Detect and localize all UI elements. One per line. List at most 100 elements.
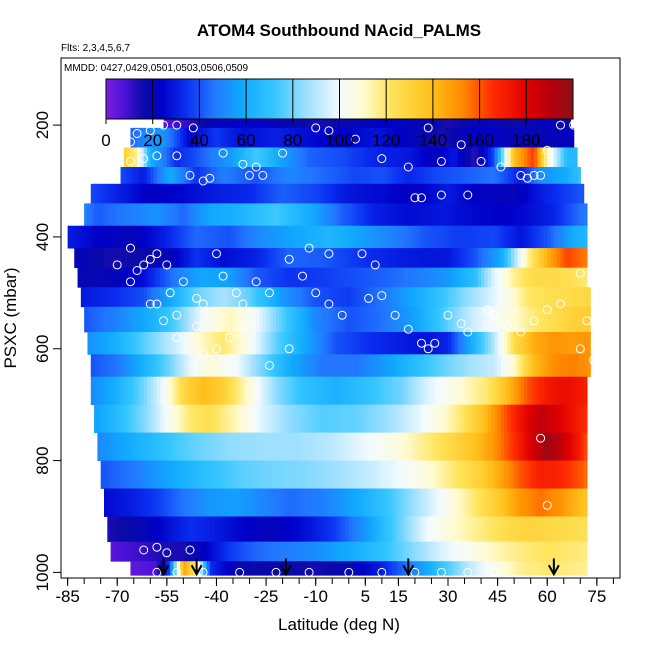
heatmap-cell bbox=[328, 404, 333, 434]
x-tick-label-5: -10 bbox=[303, 587, 328, 606]
heatmap-cell bbox=[107, 432, 112, 461]
heatmap-cell bbox=[302, 183, 307, 204]
heatmap-cell bbox=[170, 561, 175, 576]
heatmap-cell bbox=[140, 432, 145, 461]
heatmap-cell bbox=[127, 167, 132, 185]
heatmap-cell bbox=[259, 488, 264, 517]
heatmap-cell bbox=[276, 127, 280, 148]
heatmap-cell bbox=[110, 541, 115, 562]
heatmap-cell bbox=[279, 267, 284, 288]
heatmap-cell bbox=[309, 225, 313, 249]
colorbar-ticks: 0 20 40 60 80 100 120 140 160 180 bbox=[101, 79, 540, 150]
heatmap-cell bbox=[203, 225, 208, 249]
heatmap-cell bbox=[563, 225, 568, 249]
heatmap-cell bbox=[319, 167, 323, 185]
heatmap-cell bbox=[269, 516, 274, 543]
heatmap-cell bbox=[113, 460, 118, 489]
heatmap-cell bbox=[457, 127, 462, 148]
heatmap-cell bbox=[461, 267, 466, 288]
heatmap-cell bbox=[497, 488, 502, 517]
heatmap-cell bbox=[464, 460, 469, 489]
heatmap-cell bbox=[434, 460, 439, 489]
heatmap-cell bbox=[305, 516, 310, 543]
heatmap-cell bbox=[226, 167, 231, 185]
heatmap-cell bbox=[170, 225, 175, 249]
heatmap-cell bbox=[560, 331, 565, 355]
heatmap-cell bbox=[362, 225, 366, 249]
heatmap-cell bbox=[348, 183, 353, 204]
heatmap-cell bbox=[123, 376, 128, 406]
heatmap-cell bbox=[233, 541, 237, 562]
heatmap-cell bbox=[239, 127, 244, 148]
heatmap-cell bbox=[180, 225, 184, 249]
heatmap-cell bbox=[292, 225, 297, 249]
heatmap-cell bbox=[451, 183, 456, 204]
heatmap-cell bbox=[262, 267, 267, 288]
heatmap-cell bbox=[428, 561, 433, 576]
heatmap-cell bbox=[186, 225, 191, 249]
heatmap-cell bbox=[563, 561, 568, 576]
heatmap-cell bbox=[305, 287, 310, 308]
heatmap-cell bbox=[560, 561, 565, 576]
heatmap-cell bbox=[573, 488, 578, 517]
heatmap-cell bbox=[471, 248, 476, 269]
heatmap-cell bbox=[252, 203, 257, 227]
heatmap-cell bbox=[395, 488, 399, 517]
heatmap-cell bbox=[309, 432, 313, 461]
heatmap-cell bbox=[477, 488, 482, 517]
heatmap-cell bbox=[249, 488, 254, 517]
flight-point-93 bbox=[529, 316, 539, 326]
heatmap-cell bbox=[362, 248, 366, 269]
heatmap-cell bbox=[276, 488, 280, 517]
heatmap-cell bbox=[500, 376, 505, 406]
heatmap-cell bbox=[398, 287, 403, 308]
heatmap-cell bbox=[322, 306, 327, 333]
heatmap-cell bbox=[563, 267, 568, 288]
heatmap-cell bbox=[405, 376, 409, 406]
heatmap-cell bbox=[282, 127, 287, 148]
heatmap-cell bbox=[100, 225, 105, 249]
heatmap-cell bbox=[464, 225, 469, 249]
heatmap-cell bbox=[206, 404, 211, 434]
flight-point-94 bbox=[542, 305, 552, 315]
heatmap-cell bbox=[113, 541, 118, 562]
heatmap-cell bbox=[229, 147, 234, 168]
heatmap-cell bbox=[388, 287, 393, 308]
heatmap-cell bbox=[249, 432, 254, 461]
heatmap-cell bbox=[527, 167, 532, 185]
heatmap-cell bbox=[557, 561, 562, 576]
heatmap-cell bbox=[117, 267, 122, 288]
heatmap-cell bbox=[100, 203, 105, 227]
flight-point-33 bbox=[456, 140, 466, 150]
heatmap-cell bbox=[577, 541, 581, 562]
heatmap-cell bbox=[229, 183, 234, 204]
heatmap-cell bbox=[348, 432, 353, 461]
heatmap-cell bbox=[395, 147, 399, 168]
heatmap-cell bbox=[491, 404, 495, 434]
heatmap-cell bbox=[438, 203, 442, 227]
heatmap-cell bbox=[547, 306, 552, 333]
heatmap-cell bbox=[130, 488, 135, 517]
heatmap-cell bbox=[107, 460, 112, 489]
heatmap-cell bbox=[580, 306, 585, 333]
heatmap-cell bbox=[378, 248, 383, 269]
heatmap-cell bbox=[580, 203, 585, 227]
heatmap-cell bbox=[388, 488, 393, 517]
heatmap-cell bbox=[322, 354, 327, 378]
heatmap-cell bbox=[441, 516, 446, 543]
heatmap-cell bbox=[438, 541, 442, 562]
heatmap-cell bbox=[123, 225, 128, 249]
heatmap-cell bbox=[226, 225, 231, 249]
heatmap-cell bbox=[123, 183, 128, 204]
heatmap-cell bbox=[514, 183, 519, 204]
heatmap-cell bbox=[474, 167, 479, 185]
heatmap-cell bbox=[117, 203, 122, 227]
heatmap-cell bbox=[233, 287, 237, 308]
heatmap-cell bbox=[74, 225, 79, 249]
heatmap-cell bbox=[487, 127, 492, 148]
heatmap-cell bbox=[504, 354, 509, 378]
heatmap-cell bbox=[289, 354, 294, 378]
flight-arrow-head bbox=[402, 564, 415, 577]
heatmap-cell bbox=[474, 248, 479, 269]
x-axis: -85 -70 -55 -40 -25 -10 5 15 30 45 60 75 bbox=[55, 578, 614, 606]
